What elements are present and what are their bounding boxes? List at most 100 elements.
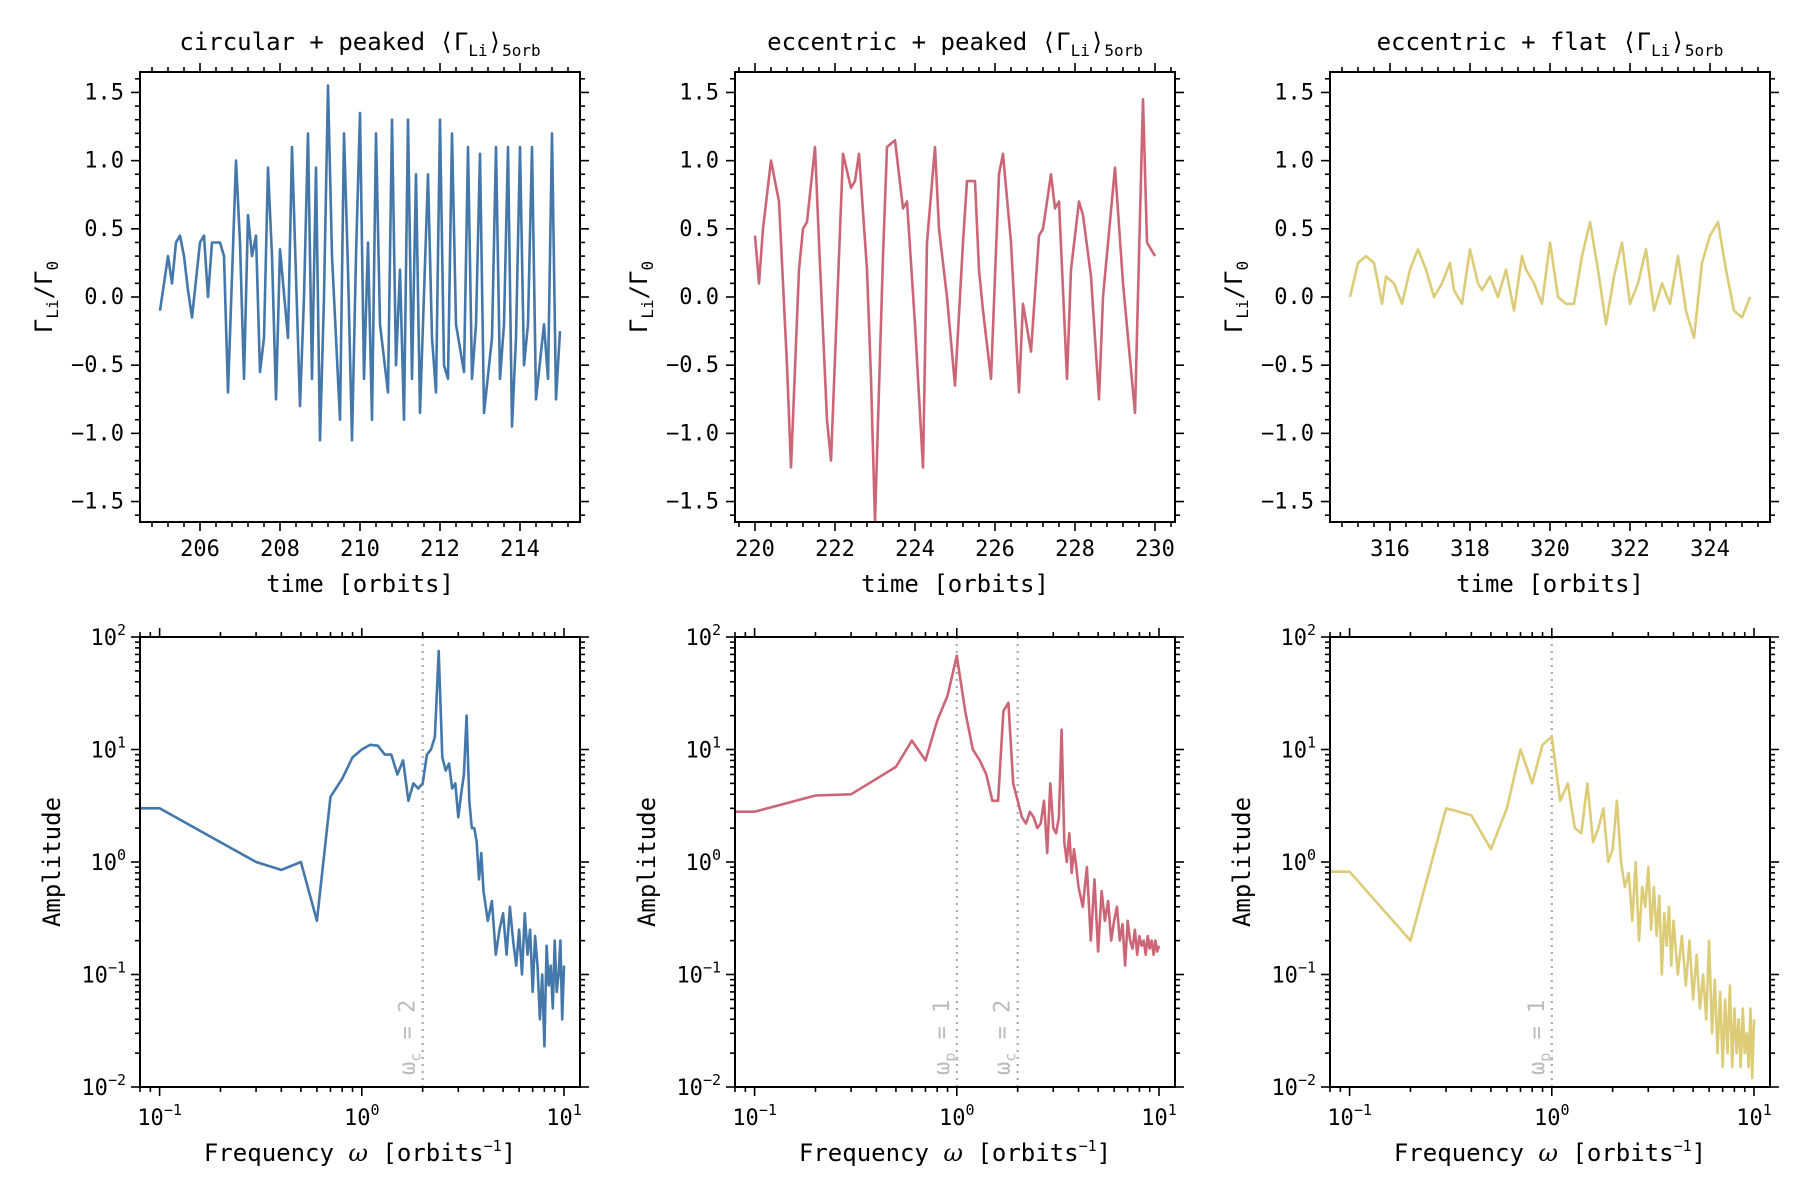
y-tick-label: 0.5: [1274, 217, 1314, 242]
ticks: [726, 628, 1184, 1096]
y-tick-label: 1.5: [84, 80, 124, 105]
y-axis-label: ΓLi/Γ0: [30, 261, 62, 333]
x-axis-label: Frequency ω [orbits−1]: [1394, 1137, 1706, 1167]
y-tick-label: 1.5: [679, 80, 719, 105]
y-tick-label: −1.5: [71, 490, 124, 515]
y-tick-label: −1.5: [1261, 490, 1314, 515]
y-tick-label: 101: [1280, 734, 1316, 764]
y-tick-label: −0.5: [71, 353, 124, 378]
y-tick-label: 0.5: [84, 217, 124, 242]
y-tick-label: 1.5: [1274, 80, 1314, 105]
panel-title: eccentric + flat ⟨ΓLi⟩5orb: [1377, 28, 1724, 60]
panel-title: eccentric + peaked ⟨ΓLi⟩5orb: [767, 28, 1143, 60]
x-tick-label: 208: [260, 537, 300, 562]
y-axis-label: Amplitude: [633, 797, 661, 927]
x-tick-label: 10−1: [137, 1101, 182, 1131]
y-tick-label: 10−1: [676, 959, 721, 989]
x-axis-label: time [orbits]: [266, 570, 454, 598]
y-tick-label: 10−2: [676, 1071, 721, 1101]
marker-label: ωp = 1: [1525, 1000, 1554, 1075]
x-tick-label: 100: [1534, 1101, 1570, 1131]
x-tick-label: 101: [1736, 1101, 1772, 1131]
marker-label: ωp = 1: [930, 1000, 959, 1075]
x-tick-label: 100: [344, 1101, 380, 1131]
y-tick-label: 102: [1280, 621, 1316, 651]
ticks: [726, 63, 1184, 531]
x-tick-label: 228: [1055, 537, 1095, 562]
panel-4: ωc = 2 10−1 100 101 10−2 10−1 100 101 102 Frequen…: [38, 621, 589, 1167]
ticks: [131, 63, 589, 531]
plot-frame: [734, 71, 1176, 523]
panel-3: 316 318 320 322 324 −1.5 −1.0 −0.5 0.0 0.5 1.0 1.5 e…: [1220, 28, 1779, 598]
y-tick-label: −1.0: [666, 421, 719, 446]
x-axis-label: Frequency ω [orbits−1]: [799, 1137, 1111, 1167]
y-tick-label: −0.5: [666, 353, 719, 378]
x-tick-label: 210: [340, 537, 380, 562]
x-tick-label: 226: [975, 537, 1015, 562]
x-tick-label: 220: [735, 537, 775, 562]
x-axis-label: Frequency ω [orbits−1]: [204, 1137, 516, 1167]
y-tick-label: 10−2: [81, 1071, 126, 1101]
marker-label: ωc = 2: [991, 1000, 1020, 1075]
x-axis-label: time [orbits]: [861, 570, 1049, 598]
y-tick-label: −0.5: [1261, 353, 1314, 378]
y-tick-label: −1.5: [666, 490, 719, 515]
x-tick-label: 214: [500, 537, 540, 562]
x-tick-label: 322: [1610, 537, 1650, 562]
series-line: [1348, 220, 1752, 340]
x-tick-label: 222: [815, 537, 855, 562]
ticks: [1321, 628, 1779, 1096]
y-tick-label: −1.0: [1261, 421, 1314, 446]
x-tick-label: 10−1: [1327, 1101, 1372, 1131]
series-line: [140, 649, 566, 1048]
x-axis-label: time [orbits]: [1456, 570, 1644, 598]
plot-frame: [1329, 636, 1771, 1088]
x-tick-label: 206: [180, 537, 220, 562]
ticks: [131, 628, 589, 1096]
series-line: [158, 84, 562, 442]
x-tick-label: 318: [1450, 537, 1490, 562]
y-tick-label: 0.0: [84, 285, 124, 310]
x-tick-label: 324: [1690, 537, 1730, 562]
y-tick-label: 101: [685, 734, 721, 764]
panel-2: 220 222 224 226 228 230 −1.5 −1.0 −0.5 0.0 0.5 1.0 1…: [625, 28, 1184, 598]
y-tick-label: 10−1: [1271, 959, 1316, 989]
series-line: [753, 98, 1157, 522]
x-tick-label: 212: [420, 537, 460, 562]
panel-6: ωp = 1 10−1 100 101 10−2 10−1 100 101 102 Frequen…: [1228, 621, 1779, 1167]
panel-1: 206 208 210 212 214 −1.5 −1.0 −0.5 0.0 0.5 1.0 1.5 c…: [30, 28, 589, 598]
y-tick-label: 102: [685, 621, 721, 651]
y-tick-label: 10−1: [81, 959, 126, 989]
plot-frame: [139, 636, 581, 1088]
y-axis-label: Amplitude: [1228, 797, 1256, 927]
x-tick-label: 101: [1141, 1101, 1177, 1131]
y-tick-label: 0.5: [679, 217, 719, 242]
panel-title: circular + peaked ⟨ΓLi⟩5orb: [179, 28, 540, 60]
y-tick-label: 0.0: [679, 285, 719, 310]
x-tick-label: 320: [1530, 537, 1570, 562]
y-axis-label: Amplitude: [38, 797, 66, 927]
y-tick-label: 1.0: [1274, 149, 1314, 174]
x-tick-label: 224: [895, 537, 935, 562]
x-tick-label: 100: [939, 1101, 975, 1131]
y-tick-label: 100: [1280, 846, 1316, 876]
y-tick-label: 1.0: [84, 149, 124, 174]
y-tick-label: 10−2: [1271, 1071, 1316, 1101]
y-axis-label: ΓLi/Γ0: [625, 261, 657, 333]
x-tick-label: 10−1: [732, 1101, 777, 1131]
y-tick-label: 100: [685, 846, 721, 876]
series-line: [1330, 735, 1756, 1080]
marker-label: ωc = 2: [396, 1000, 425, 1075]
y-tick-label: 1.0: [679, 149, 719, 174]
x-tick-label: 316: [1370, 537, 1410, 562]
ticks: [1321, 63, 1779, 531]
panel-5: ωp = 1 ωc = 2 10−1 100 101 10−2 10−1 100 101 102 F…: [633, 621, 1184, 1167]
y-tick-label: −1.0: [71, 421, 124, 446]
x-tick-label: 230: [1135, 537, 1175, 562]
plot-frame: [734, 636, 1176, 1088]
y-tick-label: 101: [90, 734, 126, 764]
plot-frame: [1329, 71, 1771, 523]
y-tick-label: 100: [90, 846, 126, 876]
y-tick-label: 0.0: [1274, 285, 1314, 310]
